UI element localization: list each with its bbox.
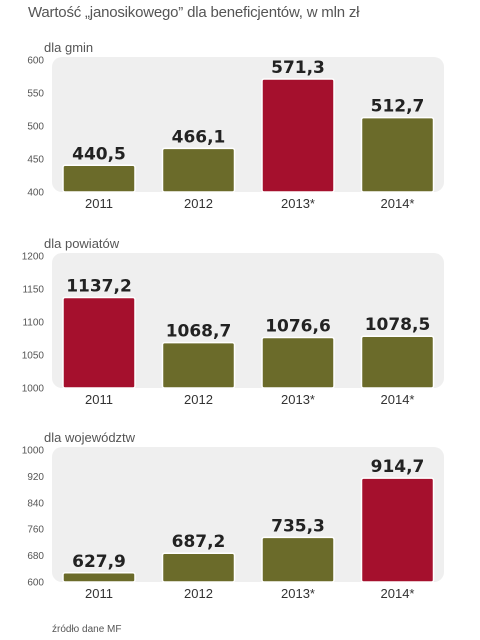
bar — [261, 78, 335, 193]
x-tick-label: 2013* — [281, 196, 315, 211]
bar-value-label: 914,7 — [371, 457, 425, 477]
x-tick-label: 2014* — [381, 392, 415, 407]
x-tick-label: 2011 — [85, 586, 113, 601]
y-tick-label: 680 — [27, 551, 44, 562]
y-tick-label: 1150 — [22, 285, 44, 296]
bar-value-label: 571,3 — [271, 58, 325, 78]
y-tick-label: 450 — [27, 155, 44, 166]
plot-background — [52, 447, 444, 582]
y-tick-label: 1050 — [22, 351, 45, 362]
bar — [62, 164, 136, 193]
plot-background — [52, 57, 444, 192]
bar-value-label: 1068,7 — [166, 322, 232, 342]
bar — [360, 477, 435, 583]
y-tick-label: 1200 — [22, 252, 45, 263]
bar-value-label: 687,2 — [172, 532, 226, 552]
y-tick-label: 1000 — [22, 446, 45, 457]
bar-value-label: 1078,5 — [365, 315, 431, 335]
y-tick-label: 760 — [27, 525, 44, 536]
bar-value-label: 1137,2 — [66, 276, 132, 296]
y-tick-label: 920 — [27, 472, 44, 483]
x-tick-label: 2012 — [184, 586, 213, 601]
y-tick-label: 1100 — [22, 318, 44, 329]
bar — [161, 341, 236, 389]
bar-chart-gminy: 400 450 500 550 600 440,5 2011 466,1 2012 571,3 20… — [27, 56, 444, 211]
x-tick-label: 2013* — [281, 392, 315, 407]
bar — [62, 572, 136, 583]
bar-value-label: 1076,6 — [265, 316, 331, 336]
source-note: źródło dane MF — [52, 624, 122, 635]
x-tick-label: 2013* — [281, 586, 315, 601]
panel-label-wojewodztwa: dla województw — [44, 430, 136, 445]
bar-value-label: 466,1 — [172, 127, 226, 147]
x-tick-label: 2012 — [184, 196, 213, 211]
x-tick-label: 2011 — [85, 196, 113, 211]
y-tick-label: 500 — [27, 122, 44, 133]
chart-title: Wartość „janosikowego” dla beneficjentów… — [28, 4, 360, 21]
panel-label-gminy: dla gmin — [44, 40, 94, 55]
y-tick-label: 550 — [27, 89, 44, 100]
y-tick-label: 400 — [27, 188, 44, 199]
bar-value-label: 627,9 — [72, 552, 126, 572]
y-tick-label: 600 — [27, 56, 44, 67]
bar-chart-powiaty: 1000 1050 1100 1150 1200 1137,2 2011 1068,7 2012… — [22, 252, 444, 407]
bar — [261, 536, 335, 583]
y-tick-label: 840 — [27, 498, 44, 509]
x-tick-label: 2011 — [85, 392, 113, 407]
y-tick-label: 600 — [27, 578, 44, 589]
bar — [161, 147, 236, 193]
x-tick-label: 2014* — [381, 196, 415, 211]
bar-value-label: 512,7 — [371, 97, 425, 117]
bar-value-label: 440,5 — [72, 144, 126, 164]
x-tick-label: 2014* — [381, 586, 415, 601]
x-tick-label: 2012 — [184, 392, 213, 407]
bar — [261, 336, 335, 389]
plot-background — [52, 253, 444, 388]
y-tick-label: 1000 — [22, 384, 45, 395]
bar — [161, 552, 236, 583]
bar — [360, 116, 435, 193]
bar-value-label: 735,3 — [271, 516, 325, 536]
bar — [62, 296, 136, 389]
bar — [360, 335, 435, 389]
bar-chart-wojewodztwa: 600 680 760 840 920 1000 627,9 2011 687,2 2012 735… — [22, 446, 444, 601]
panel-label-powiaty: dla powiatów — [44, 236, 120, 251]
